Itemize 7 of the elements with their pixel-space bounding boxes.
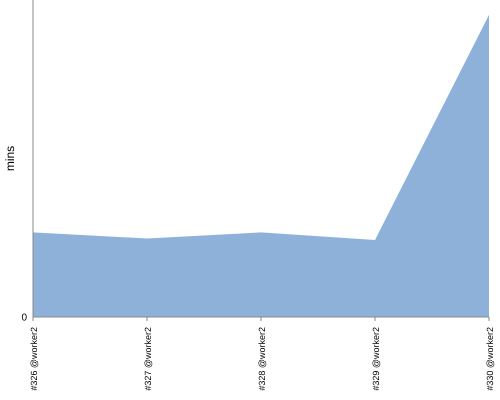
x-tick-label: #329 @worker2 [371, 327, 381, 391]
x-tick-label: #328 @worker2 [257, 327, 267, 391]
x-tick-label: #327 @worker2 [143, 327, 153, 391]
x-tick-label: #330 @worker2 [485, 327, 495, 391]
x-tick-label: #326 @worker2 [29, 327, 39, 391]
y-axis-title: mins [3, 146, 17, 172]
text: 0 [21, 312, 28, 324]
